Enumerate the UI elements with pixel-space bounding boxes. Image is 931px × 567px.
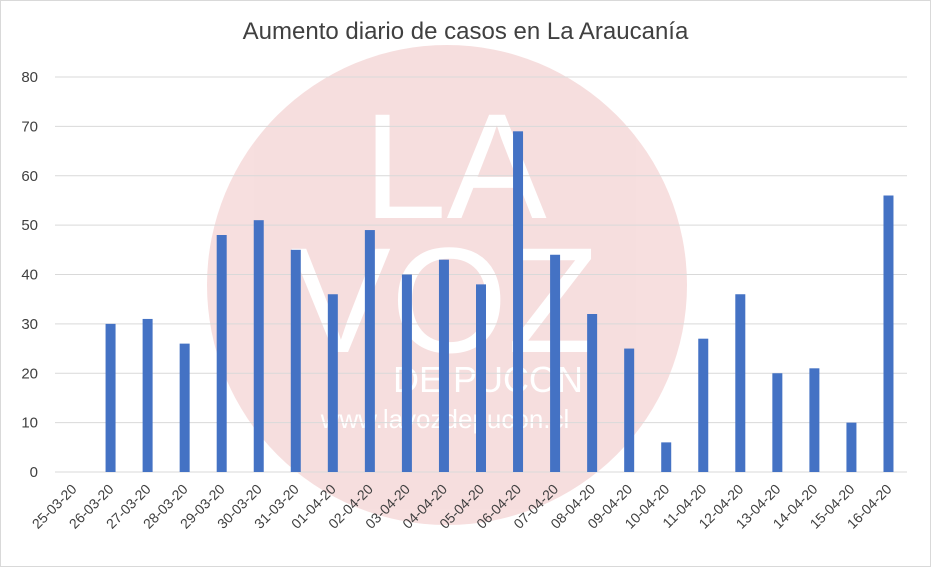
bar	[364, 230, 375, 472]
chart-title: Aumento diario de casos en La Araucanía	[242, 18, 689, 45]
y-tick-label: 70	[21, 118, 38, 135]
bar	[438, 259, 449, 472]
bars	[105, 131, 894, 472]
bar	[846, 422, 857, 472]
bar	[809, 368, 820, 472]
y-tick-label: 40	[21, 267, 38, 284]
bar	[142, 318, 153, 472]
bar	[735, 294, 746, 472]
y-tick-label: 60	[21, 168, 38, 185]
bar	[105, 323, 116, 472]
bar	[587, 314, 598, 472]
bar	[253, 220, 264, 472]
y-tick-label: 80	[21, 69, 38, 86]
bar	[401, 274, 412, 472]
bar	[661, 442, 672, 472]
bar	[179, 343, 190, 472]
y-tick-label: 30	[21, 316, 38, 333]
y-tick-label: 0	[30, 464, 38, 481]
y-axis-ticks: 0 10 20 30 40 50 60 70 80	[21, 69, 38, 481]
bar	[290, 249, 301, 472]
bar	[216, 235, 227, 472]
bar	[327, 294, 338, 472]
bar	[476, 284, 486, 472]
bar	[698, 338, 709, 472]
bar	[624, 348, 635, 472]
y-tick-label: 50	[21, 217, 38, 234]
y-tick-label: 20	[21, 365, 38, 382]
bar	[550, 254, 561, 472]
bar	[513, 131, 524, 472]
y-tick-label: 10	[21, 415, 38, 432]
bar	[772, 373, 783, 472]
bar	[883, 195, 894, 472]
